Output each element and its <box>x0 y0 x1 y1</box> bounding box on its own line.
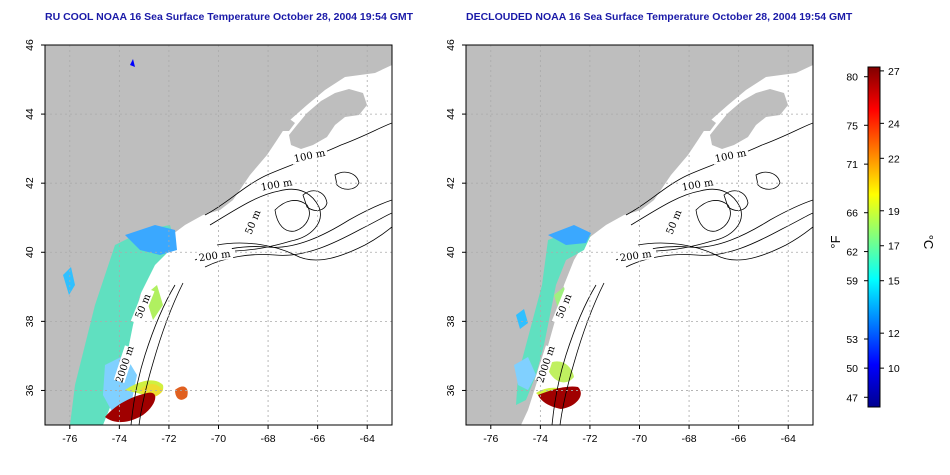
fahrenheit-tick-label: 50 <box>846 363 858 375</box>
colorbar-celsius-ticks: 27 24 22 19 17 15 12 10 <box>880 66 900 375</box>
celsius-tick-label: 19 <box>888 206 900 218</box>
lon-tick-label: -70 <box>632 433 647 445</box>
lat-tick-label: 46 <box>24 39 36 51</box>
celsius-tick-label: 12 <box>888 328 900 340</box>
fahrenheit-tick-label: 80 <box>846 72 858 84</box>
contour-label-bg <box>290 146 329 165</box>
contour-label: 200 m <box>198 249 231 264</box>
declouded-gridlines <box>466 45 813 425</box>
contour-label-bg <box>551 287 576 325</box>
fahrenheit-tick-label: 53 <box>846 334 858 346</box>
contour-label-bg <box>711 146 750 165</box>
lat-tick-label: 44 <box>24 108 36 120</box>
raw-axes: -76 -74 -72 -70 -68 -66 -64 46 44 42 40 38 36 <box>24 39 375 445</box>
lat-tick-label: 38 <box>445 315 457 327</box>
lon-tick-label: -68 <box>681 433 696 445</box>
lon-tick-label: -72 <box>582 433 597 445</box>
lon-tick-label: -74 <box>533 433 548 445</box>
fahrenheit-tick-label: 62 <box>846 247 858 259</box>
contour-label-bg <box>240 203 265 241</box>
celsius-unit-label: °C <box>921 235 936 250</box>
lon-tick-label: -68 <box>260 433 275 445</box>
celsius-tick-label: 27 <box>888 66 900 78</box>
raw-gridlines <box>45 45 392 425</box>
lat-tick-label: 40 <box>445 246 457 258</box>
fahrenheit-tick-label: 47 <box>846 392 858 404</box>
raw-map-title: RU COOL NOAA 16 Sea Surface Temperature … <box>45 11 414 23</box>
lat-tick-label: 42 <box>445 177 457 189</box>
fahrenheit-tick-label: 75 <box>846 120 858 132</box>
contour-label-bg <box>661 203 686 241</box>
celsius-tick-label: 15 <box>888 276 900 288</box>
lon-tick-label: -72 <box>161 433 176 445</box>
contour-label-bg <box>196 247 234 264</box>
lon-tick-label: -64 <box>781 433 796 445</box>
contour-label-bg <box>130 287 155 325</box>
contour-label: 200 m <box>619 249 652 264</box>
lat-tick-label: 38 <box>24 315 36 327</box>
colorbar: 80 75 71 66 62 59 53 50 47 27 24 22 19 17 15 12 10 °F °… <box>828 66 936 408</box>
lat-tick-label: 36 <box>24 384 36 396</box>
lat-tick-label: 40 <box>24 246 36 258</box>
lon-tick-label: -76 <box>62 433 77 445</box>
celsius-tick-label: 17 <box>888 241 900 253</box>
contour-label-bg <box>534 345 557 384</box>
lat-tick-label: 44 <box>445 108 457 120</box>
lon-tick-label: -74 <box>112 433 127 445</box>
celsius-tick-label: 10 <box>888 363 900 375</box>
colorbar-frame <box>867 66 881 408</box>
lon-tick-label: -76 <box>483 433 498 445</box>
colorbar-fahrenheit-ticks: 80 75 71 66 62 59 53 50 47 <box>846 72 868 404</box>
lat-tick-label: 42 <box>24 177 36 189</box>
fahrenheit-tick-label: 71 <box>846 159 858 171</box>
contour-label-bg <box>617 247 655 264</box>
fahrenheit-tick-label: 59 <box>846 276 858 288</box>
lon-tick-label: -64 <box>360 433 375 445</box>
declouded-axes: -76 -74 -72 -70 -68 -66 -64 46 44 42 40 38 36 <box>445 39 796 445</box>
declouded-map-title: DECLOUDED NOAA 16 Sea Surface Temperatur… <box>466 11 853 23</box>
lon-tick-label: -66 <box>731 433 746 445</box>
contour-label-bg <box>257 175 296 194</box>
lat-tick-label: 46 <box>445 39 457 51</box>
celsius-tick-label: 22 <box>888 153 900 165</box>
lat-tick-label: 36 <box>445 384 457 396</box>
celsius-tick-label: 24 <box>888 118 900 130</box>
contour-label-bg <box>678 175 717 194</box>
fahrenheit-tick-label: 66 <box>846 208 858 220</box>
colorbar-gradient <box>868 67 880 407</box>
contour-label-bg <box>113 345 136 384</box>
lon-tick-label: -70 <box>211 433 226 445</box>
lon-tick-label: -66 <box>310 433 325 445</box>
fahrenheit-unit-label: °F <box>828 235 843 248</box>
